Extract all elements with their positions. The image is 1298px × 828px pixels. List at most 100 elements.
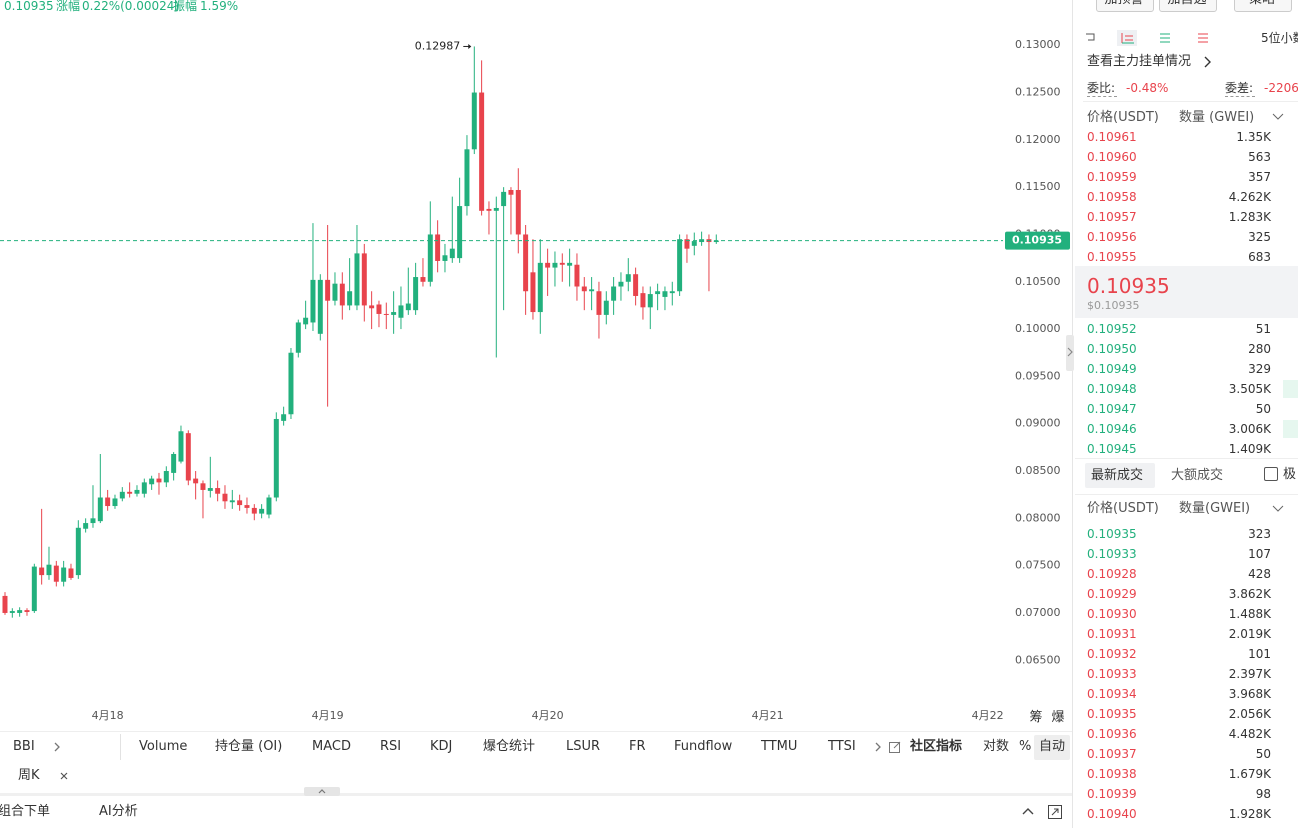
bottom-handle[interactable] [304, 787, 340, 796]
trade-filter[interactable]: 极 [1283, 467, 1297, 482]
trade-qty: 98 [1255, 787, 1271, 801]
bid-price: 0.10948 [1087, 382, 1137, 396]
indicator[interactable]: TTMU [761, 739, 798, 754]
candle-body [669, 291, 675, 294]
chip-button[interactable]: 筹 [1029, 710, 1043, 725]
candle-body [295, 322, 301, 353]
candle-body [537, 262, 543, 313]
dropdown[interactable] [1272, 504, 1284, 514]
close-icon[interactable] [59, 771, 69, 781]
trade-tab[interactable]: 最新成交 [1091, 468, 1144, 483]
candle-body [398, 305, 404, 318]
auto-toggle[interactable]: 自动 [1039, 739, 1066, 754]
indicator[interactable]: 爆仓统计 [483, 739, 536, 754]
ask-price: 0.10956 [1087, 230, 1137, 244]
indicator[interactable]: 持仓量 (OI) [215, 739, 283, 754]
decimals-select[interactable]: 5位小数 [1261, 31, 1298, 45]
ask-price: 0.10958 [1087, 190, 1137, 204]
mid-price-usd: $0.10935 [1087, 299, 1140, 312]
top-button[interactable]: 策略 [1249, 0, 1275, 8]
trade-qty: 2.397K [1228, 667, 1271, 681]
candle-body [457, 206, 463, 259]
candle-body [112, 498, 118, 507]
bid-price: 0.10947 [1087, 402, 1137, 416]
indicator[interactable]: Fundflow [674, 739, 733, 754]
log-toggle[interactable]: 对数 [983, 739, 1010, 754]
chevron[interactable] [1203, 55, 1213, 69]
col-header: 价格(USDT) [1087, 501, 1159, 516]
candle-body [288, 352, 294, 415]
candle-body [442, 255, 448, 261]
collapse-icon[interactable] [1021, 806, 1035, 818]
ask-qty: 563 [1248, 150, 1271, 164]
indicator[interactable]: KDJ [430, 739, 453, 754]
candle-body [677, 239, 683, 292]
trade-qty: 428 [1248, 567, 1271, 581]
candle-body [222, 493, 228, 502]
auto-bg [1034, 735, 1070, 760]
dropdown[interactable] [1272, 112, 1284, 122]
top-button-frame[interactable] [1096, 0, 1154, 12]
popout-icon[interactable] [1047, 804, 1063, 820]
candle-body [149, 478, 155, 485]
indicator[interactable]: RSI [380, 739, 402, 754]
y-tick-label: 0.07000 [1015, 606, 1061, 619]
indicator[interactable]: Volume [139, 739, 188, 754]
toolbar-divider [120, 734, 121, 760]
candle-body [178, 431, 184, 462]
view-icons[interactable] [1083, 30, 1213, 46]
bid-price: 0.10949 [1087, 362, 1137, 376]
candle-body [31, 566, 37, 612]
percent-toggle[interactable]: % [1019, 739, 1032, 754]
checkbox[interactable] [1264, 467, 1278, 481]
candle-body [105, 497, 111, 507]
candle-body [317, 279, 323, 334]
candle-body [435, 234, 441, 261]
col-header: 数量 (GWEI) [1179, 110, 1255, 125]
bid-qty: 3.006K [1228, 422, 1271, 436]
liquidation-button[interactable]: 爆 [1051, 710, 1065, 725]
chevron[interactable] [874, 741, 882, 753]
candle-body [545, 262, 551, 268]
candle-body [574, 264, 580, 287]
chevron[interactable] [53, 741, 61, 753]
bid-price: 0.10950 [1087, 342, 1137, 356]
change: 0.22%(0.00024) [82, 0, 180, 13]
candle-body [9, 611, 15, 613]
candle-body [237, 500, 243, 506]
candle-body [141, 482, 147, 494]
combo-order[interactable]: 组合下单 [0, 804, 51, 819]
trade-qty: 50 [1255, 747, 1271, 761]
candle-body [589, 289, 595, 292]
candle-body [486, 208, 492, 211]
indicator[interactable]: LSUR [566, 739, 601, 754]
panel-handle[interactable] [1066, 335, 1074, 371]
community-indicators[interactable]: 社区指标 [910, 739, 963, 754]
candle-body [97, 497, 103, 522]
trade-tab[interactable]: 大额成交 [1171, 468, 1224, 483]
ai-analysis[interactable]: AI分析 [99, 804, 138, 819]
candle-body [2, 595, 8, 613]
indicator[interactable]: TTSI [828, 739, 856, 754]
y-tick-label: 0.11500 [1015, 180, 1061, 193]
top-button[interactable]: 加预警 [1104, 0, 1143, 8]
trade-price: 0.10930 [1087, 607, 1137, 621]
main-orders-link[interactable]: 查看主力挂单情况 [1087, 54, 1192, 69]
candle-body [83, 523, 89, 529]
top-button[interactable]: 加自选 [1167, 0, 1206, 8]
tabs-border [1075, 458, 1298, 459]
x-tick-label: 4月21 [752, 709, 784, 722]
indicator[interactable]: MACD [312, 739, 351, 754]
top-button-frame[interactable] [1234, 0, 1292, 12]
ratio-underline [1087, 96, 1117, 97]
edit-icon[interactable] [888, 740, 902, 754]
trade-price: 0.10933 [1087, 667, 1137, 681]
candle-body [259, 508, 265, 514]
trade-price: 0.10934 [1087, 687, 1137, 701]
top-button-frame[interactable] [1159, 0, 1217, 12]
indicator[interactable]: BBI [13, 739, 35, 754]
trade-price: 0.10937 [1087, 747, 1137, 761]
trade-qty: 107 [1248, 547, 1271, 561]
indicator[interactable]: FR [629, 739, 646, 754]
period-tab[interactable]: 周K [18, 768, 40, 783]
